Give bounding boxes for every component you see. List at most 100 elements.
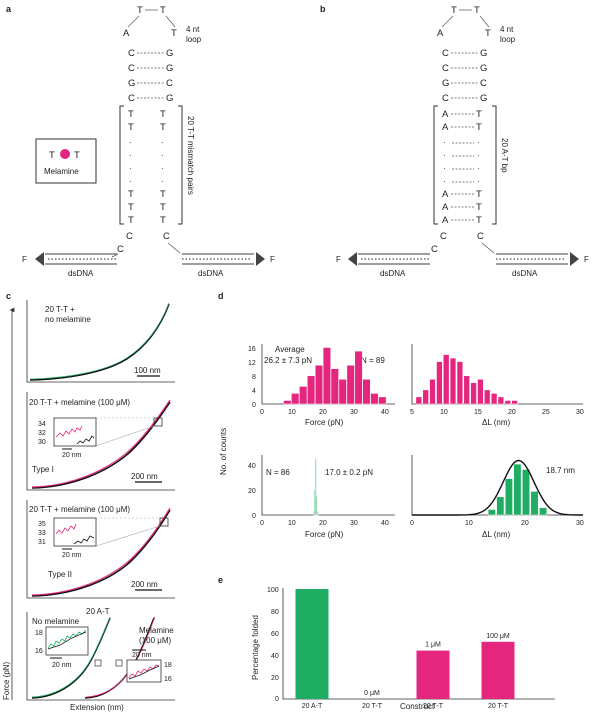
histogram-bar (422, 389, 429, 405)
histogram-bar (504, 478, 513, 516)
bar-chart-bars: 20 A-T 0 μM 20 T-T 1 μM 20 T-T 100 μM 20 T-T (295, 589, 515, 710)
svg-text:20 nm: 20 nm (52, 662, 72, 669)
svg-text:ΔL (nm): ΔL (nm) (482, 418, 510, 427)
svg-text:C: C (477, 231, 484, 242)
svg-text:Type II: Type II (48, 570, 72, 579)
svg-text:8: 8 (252, 374, 256, 381)
histogram-bar (497, 396, 505, 405)
svg-text:(100 μM): (100 μM) (139, 636, 172, 645)
histogram-bar (470, 382, 477, 405)
histogram-bar (346, 364, 355, 405)
histogram-bars (415, 354, 518, 405)
svg-text:Average: Average (275, 345, 305, 354)
gaussian-fit-curve (412, 459, 583, 516)
svg-text:A: A (442, 109, 449, 120)
svg-text:0: 0 (260, 409, 264, 416)
svg-text:C: C (128, 48, 135, 59)
svg-text:T: T (476, 109, 482, 120)
at-region-b: A T A T · · · · · · · · A T A T A T 20 A-T b… (433, 105, 509, 226)
mismatch-bracket-label: 20 T-T mismatch pairs (186, 116, 195, 195)
svg-text:T: T (128, 215, 134, 226)
svg-text:F: F (336, 255, 341, 264)
hairpin-loop-a: T T A T 4 nt loop (123, 5, 202, 44)
svg-text:T: T (476, 215, 482, 226)
svg-text:Force (pN): Force (pN) (305, 530, 344, 539)
c-trace-no-melamine: 20 T-T + no melamine 100 nm (26, 300, 175, 383)
trace-black (29, 303, 170, 381)
svg-text:·: · (129, 177, 132, 186)
svg-text:18: 18 (35, 630, 43, 637)
loop-base-4: T (171, 28, 177, 39)
svg-text:C: C (117, 244, 124, 255)
svg-text:20: 20 (319, 409, 327, 416)
histogram-bar (484, 389, 491, 405)
svg-text:A: A (442, 189, 449, 200)
svg-text:G: G (128, 78, 135, 89)
mismatch-region-a: T T T T · · · · · · · · T T T T T T 20 T-T m… (119, 105, 195, 226)
inset-type-2 (53, 517, 97, 547)
svg-text:0: 0 (252, 513, 256, 520)
panel-e: e Percentage folded 0 20 40 60 80 100 20… (218, 575, 555, 711)
svg-text:16: 16 (35, 648, 43, 655)
svg-text:·: · (443, 151, 446, 160)
histogram-bar (362, 379, 371, 405)
loop-label-line-2: loop (186, 35, 202, 44)
svg-text:T: T (476, 202, 482, 213)
histogram-bar (315, 458, 317, 516)
histogram-bar (490, 393, 498, 405)
loop-label-line-1: 4 nt (186, 25, 200, 34)
stem-pair: C G (128, 63, 173, 74)
svg-text:G: G (480, 63, 487, 74)
histogram-bar (496, 496, 505, 516)
svg-text:N = 89: N = 89 (361, 356, 385, 365)
svg-text:T: T (128, 122, 134, 133)
e-ytick: 20 (271, 675, 279, 682)
svg-text:20: 20 (248, 488, 256, 495)
svg-text:T: T (128, 202, 134, 213)
svg-text:·: · (477, 177, 480, 186)
svg-text:A: A (442, 202, 449, 213)
histogram-bar (316, 496, 318, 516)
histogram-bar (299, 386, 308, 405)
svg-text:C: C (440, 231, 447, 242)
histogram-dl-tt: 5 10 15 20 25 30 ΔL (nm) (410, 344, 584, 427)
e-ytick: 80 (271, 609, 279, 616)
svg-text:dsDNA: dsDNA (380, 269, 406, 278)
svg-text:20: 20 (508, 409, 516, 416)
panel-label-c: c (6, 291, 11, 301)
svg-text:26.2 ± 7.3 pN: 26.2 ± 7.3 pN (264, 356, 312, 365)
svg-text:·: · (477, 138, 480, 147)
svg-text:A: A (437, 28, 444, 39)
svg-text:T: T (160, 189, 166, 200)
c-y-axis-label: Force (pN) (2, 661, 11, 700)
histogram-bar (449, 357, 457, 405)
svg-text:C: C (128, 63, 135, 74)
svg-text:Melamine: Melamine (139, 626, 174, 635)
bar-value-label: 1 μM (425, 642, 441, 649)
svg-text:18: 18 (164, 662, 172, 669)
svg-text:34: 34 (38, 421, 46, 428)
svg-text:T: T (160, 202, 166, 213)
e-x-axis-label: Construct (400, 702, 435, 711)
force-label-left: F (22, 255, 27, 264)
svg-text:40: 40 (381, 520, 389, 527)
histogram-bar (307, 375, 316, 405)
histogram-bar (283, 400, 292, 405)
e-ytick: 60 (271, 631, 279, 638)
svg-text:20 A-T: 20 A-T (86, 607, 110, 616)
svg-text:C: C (442, 63, 449, 74)
svg-text:T: T (160, 122, 166, 133)
svg-text:·: · (477, 164, 480, 173)
e-ytick: 40 (271, 653, 279, 660)
svg-text:0: 0 (252, 402, 256, 409)
svg-text:dsDNA: dsDNA (512, 269, 538, 278)
svg-text:T: T (474, 5, 480, 16)
svg-text:·: · (161, 138, 164, 147)
histogram-bar (477, 379, 484, 405)
stem-pair: C G (128, 93, 173, 104)
histogram-bar (354, 350, 363, 405)
histogram-bar (539, 507, 548, 516)
e-ytick: 0 (275, 696, 279, 703)
svg-text:100 nm: 100 nm (134, 366, 161, 375)
svg-text:·: · (161, 177, 164, 186)
